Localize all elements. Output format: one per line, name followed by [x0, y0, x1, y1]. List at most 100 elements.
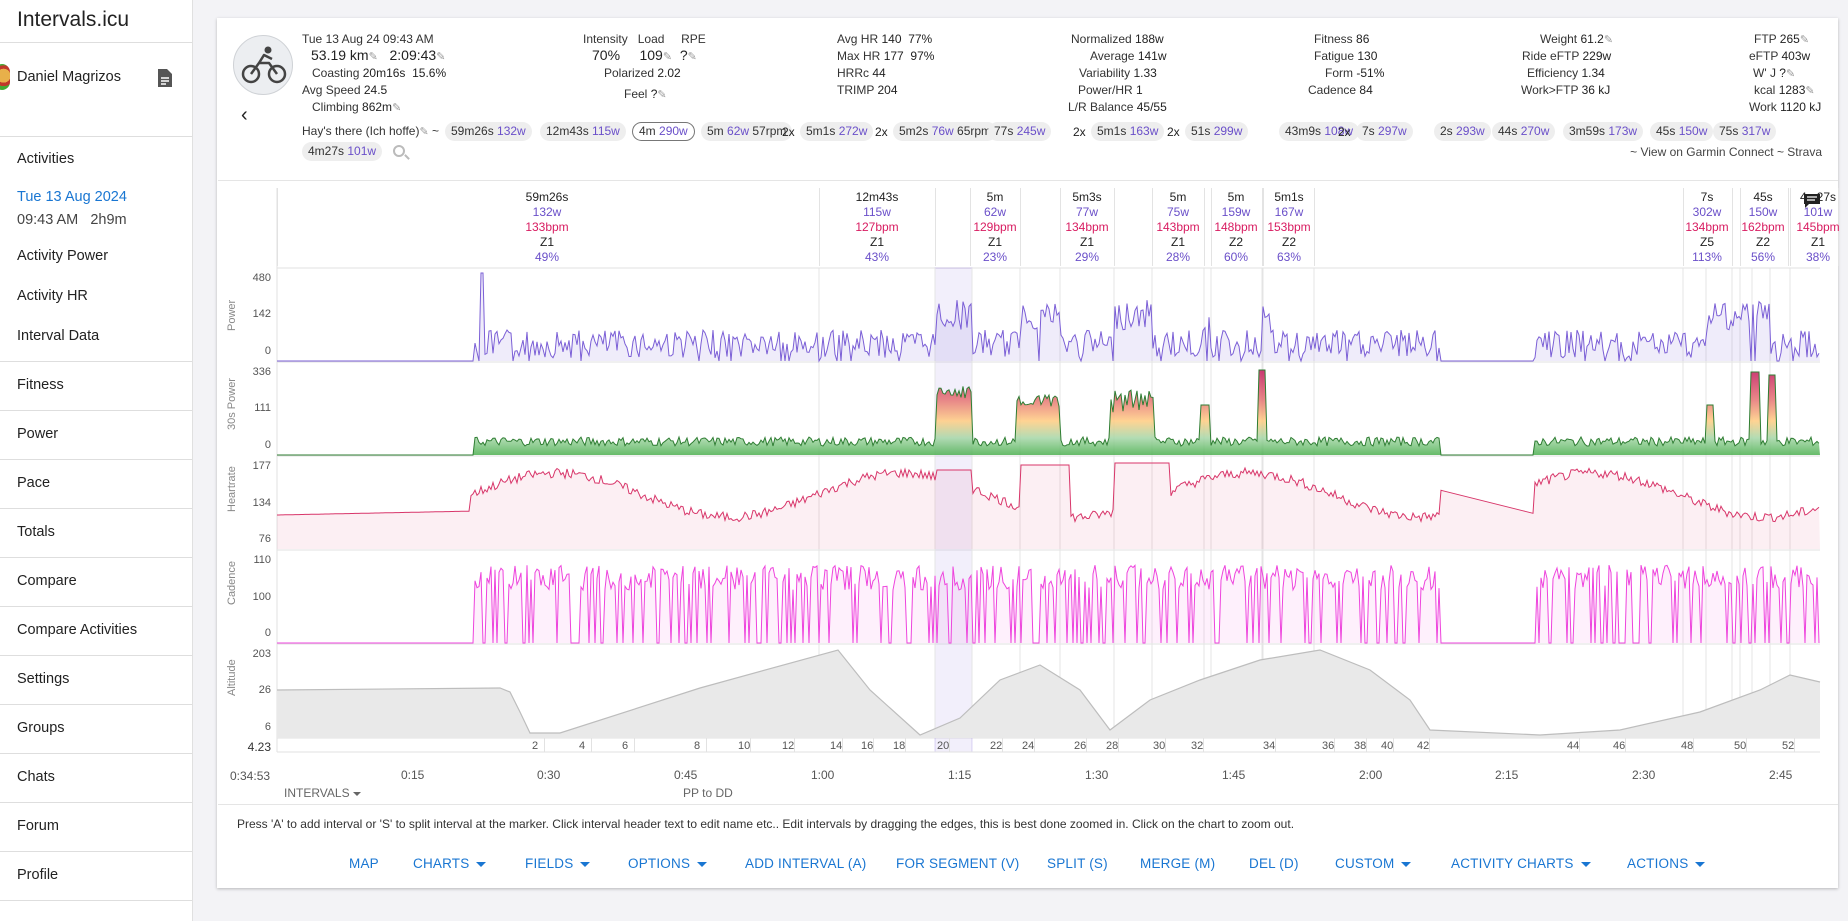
interval-boundary[interactable]	[1732, 188, 1733, 266]
interval-boundary[interactable]	[935, 188, 936, 266]
lap-marker[interactable]: 12	[782, 740, 795, 752]
activity-distance[interactable]: 53.19 km✎ 2:09:43✎	[311, 47, 445, 63]
lap-marker[interactable]: 18	[893, 740, 906, 752]
lap-marker[interactable]: 24	[1022, 740, 1035, 752]
lap-marker[interactable]: 36	[1322, 740, 1335, 752]
interval-chip[interactable]: 45s 150w	[1650, 122, 1714, 141]
lap-marker[interactable]: 20	[937, 740, 950, 752]
sidebar-item-power[interactable]: Power	[17, 426, 59, 442]
interval-chip[interactable]: 2s 293w	[1434, 122, 1491, 141]
sidebar-activity-date[interactable]: Tue 13 Aug 2024	[17, 189, 127, 205]
lap-marker[interactable]: 48	[1681, 740, 1694, 752]
sidebar-item-activity-power[interactable]: Activity Power	[17, 248, 109, 264]
back-chevron-icon[interactable]: ‹	[241, 104, 248, 126]
lap-marker[interactable]: 30	[1153, 740, 1166, 752]
activity-name[interactable]: Hay's there (Ich hoffe)✎ ~	[302, 124, 439, 138]
sidebar-item-groups[interactable]: Groups	[17, 720, 65, 736]
interval-boundary[interactable]	[1060, 188, 1061, 266]
sidebar-item-activity-hr[interactable]: Activity HR	[17, 288, 88, 304]
lap-marker[interactable]: 10	[738, 740, 751, 752]
interval-boundary[interactable]	[1211, 188, 1212, 266]
search-icon[interactable]	[393, 145, 405, 157]
sidebar-item-interval-data[interactable]: Interval Data	[17, 328, 100, 344]
interval-boundary[interactable]	[1838, 188, 1839, 266]
interval-chip[interactable]: 5m1s 272w	[800, 122, 874, 141]
interval-chip[interactable]: 43m9s 108w	[1279, 122, 1360, 141]
sidebar-item-pace[interactable]: Pace	[17, 475, 51, 491]
edit-pencil-icon[interactable]: ✎	[1785, 68, 1796, 80]
interval-header[interactable]: 5m 62w 129bpm Z1 23%	[965, 190, 1025, 265]
sidebar-item-chats[interactable]: Chats	[17, 769, 55, 785]
lap-marker[interactable]: 40	[1381, 740, 1394, 752]
interval-chip[interactable]: 59m26s 132w	[445, 122, 532, 141]
custom-menu[interactable]: CUSTOM	[1335, 856, 1412, 871]
sidebar-item-activities[interactable]: Activities	[17, 151, 75, 167]
interval-header[interactable]: 5m1s 167w 153bpm Z2 63%	[1259, 190, 1319, 265]
lap-marker[interactable]: 4	[579, 740, 586, 752]
lap-marker[interactable]: 26	[1074, 740, 1087, 752]
interval-boundary[interactable]	[970, 188, 971, 266]
edit-pencil-icon[interactable]: ✎	[392, 102, 402, 114]
lap-marker[interactable]: 14	[830, 740, 843, 752]
options-menu[interactable]: OPTIONS	[628, 856, 708, 871]
external-links[interactable]: ~ View on Garmin Connect ~ Strava	[1630, 145, 1822, 159]
interval-chip[interactable]: 4m27s 101w	[302, 142, 383, 161]
lap-marker[interactable]: 44	[1567, 740, 1580, 752]
lap-marker[interactable]: 22	[990, 740, 1003, 752]
lap-marker[interactable]: 28	[1106, 740, 1119, 752]
lap-marker[interactable]: 50	[1734, 740, 1747, 752]
interval-boundary[interactable]	[1204, 188, 1205, 266]
interval-boundary[interactable]	[1152, 188, 1153, 266]
delete-button[interactable]: DEL (D)	[1249, 856, 1299, 871]
interval-chip[interactable]: 75s 317w	[1713, 122, 1777, 141]
lap-marker[interactable]: 42	[1417, 740, 1430, 752]
sidebar-item-compare[interactable]: Compare	[17, 573, 77, 589]
edit-pencil-icon[interactable]: ✎	[419, 126, 429, 138]
user-name[interactable]: Daniel Magrizos	[17, 69, 121, 85]
edit-pencil-icon[interactable]: ✎	[662, 51, 673, 63]
lap-marker[interactable]: 32	[1191, 740, 1204, 752]
interval-boundary[interactable]	[1114, 188, 1115, 266]
lap-marker[interactable]: 16	[861, 740, 874, 752]
interval-header[interactable]: 5m3s 77w 134bpm Z1 29%	[1057, 190, 1117, 265]
lap-marker[interactable]: 34	[1263, 740, 1276, 752]
charts-menu[interactable]: CHARTS	[413, 856, 487, 871]
interval-chip[interactable]: 5m1s 163w	[1091, 122, 1165, 141]
edit-pencil-icon[interactable]: ✎	[1799, 34, 1810, 46]
sidebar-item-forum[interactable]: Forum	[17, 818, 59, 834]
edit-pencil-icon[interactable]: ✎	[687, 51, 697, 63]
fields-menu[interactable]: FIELDS	[525, 856, 591, 871]
edit-pencil-icon[interactable]: ✎	[368, 51, 378, 63]
edit-pencil-icon[interactable]: ✎	[1805, 85, 1815, 97]
ftp-stat[interactable]: FTP 265✎	[1754, 32, 1809, 46]
interval-chip[interactable]: 3m59s 173w	[1563, 122, 1644, 141]
interval-chip[interactable]: 7s 297w	[1356, 122, 1413, 141]
lap-marker[interactable]: 38	[1354, 740, 1367, 752]
interval-chip[interactable]: 5m2s 76w 65rpm	[893, 122, 998, 141]
for-segment-button[interactable]: FOR SEGMENT (V)	[896, 856, 1020, 871]
w-prime-stat[interactable]: W' J ?✎	[1753, 66, 1795, 80]
edit-pencil-icon[interactable]: ✎	[436, 51, 446, 63]
interval-chip[interactable]: 51s 299w	[1185, 122, 1249, 141]
comment-icon[interactable]	[1803, 193, 1821, 209]
merge-button[interactable]: MERGE (M)	[1140, 856, 1215, 871]
weight-stat[interactable]: Weight 61.2✎	[1540, 32, 1613, 46]
add-interval-button[interactable]: ADD INTERVAL (A)	[745, 856, 866, 871]
intervals-dropdown[interactable]: INTERVALS	[284, 786, 361, 800]
lap-marker[interactable]: 46	[1613, 740, 1626, 752]
interval-boundary[interactable]	[1788, 188, 1789, 266]
interval-chip[interactable]: 77s 245w	[988, 122, 1052, 141]
interval-header[interactable]: 45s 150w 162bpm Z2 56%	[1733, 190, 1793, 265]
interval-boundary[interactable]	[1790, 188, 1791, 266]
user-avatar[interactable]	[0, 64, 10, 90]
document-icon[interactable]	[157, 68, 173, 88]
interval-chip[interactable]: 44s 270w	[1492, 122, 1556, 141]
interval-chip[interactable]: 4m 290w	[632, 122, 695, 141]
interval-boundary[interactable]	[1263, 188, 1264, 266]
edit-pencil-icon[interactable]: ✎	[657, 89, 667, 101]
interval-boundary[interactable]	[1262, 188, 1263, 266]
interval-chip[interactable]: 5m 62w 57rpm	[701, 122, 793, 141]
sidebar-item-totals[interactable]: Totals	[17, 524, 55, 540]
sidebar-item-fitness[interactable]: Fitness	[17, 377, 64, 393]
